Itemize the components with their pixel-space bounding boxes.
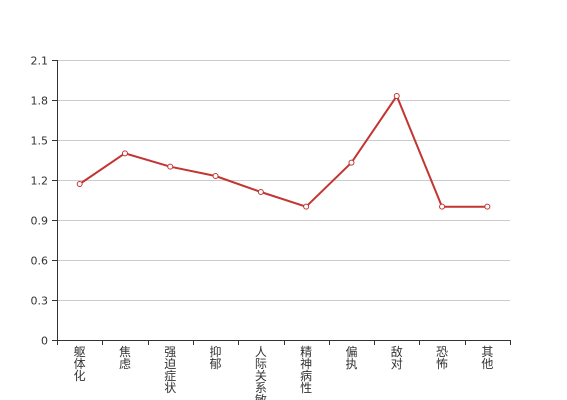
x-tick-char: 恐 <box>436 345 448 359</box>
grid-lines <box>57 60 510 301</box>
axes <box>52 60 511 345</box>
x-tick-char: 抑 <box>210 344 222 359</box>
x-tick-label: 强迫症状 <box>164 345 176 395</box>
y-tick-label: 2.1 <box>31 55 49 68</box>
y-tick-label: 0 <box>41 335 48 348</box>
x-tick-label: 偏执 <box>345 344 357 371</box>
x-tick-char: 敏 <box>255 392 267 400</box>
data-point <box>76 181 83 187</box>
x-tick-char: 际 <box>255 357 267 371</box>
series <box>76 93 491 210</box>
x-tick-char: 敌 <box>391 344 403 359</box>
x-tick-char: 执 <box>345 357 357 371</box>
x-tick-char: 躯 <box>74 344 86 359</box>
data-point <box>393 93 400 99</box>
data-point <box>348 159 355 166</box>
x-tick-char: 性 <box>300 381 312 395</box>
x-tick-char: 关 <box>255 369 267 383</box>
x-tick-label: 恐怖 <box>436 345 448 371</box>
data-point <box>439 203 446 210</box>
data-point <box>303 203 310 210</box>
x-tick-char: 神 <box>300 357 312 371</box>
x-tick-char: 精 <box>300 345 312 359</box>
x-tick-label: 抑郁 <box>210 344 222 371</box>
x-tick-label: 其他 <box>481 345 493 371</box>
y-tick-label: 1.8 <box>31 95 49 108</box>
y-tick-label: 0.6 <box>31 255 49 268</box>
x-tick-char: 偏 <box>345 344 357 359</box>
data-point <box>167 163 174 170</box>
y-tick-label: 1.5 <box>31 135 49 148</box>
y-tick-label: 0.9 <box>31 215 49 228</box>
x-tick-label: 躯体化 <box>74 344 86 383</box>
x-tick-char: 症 <box>164 368 176 383</box>
data-point <box>212 173 219 179</box>
x-tick-char: 系 <box>255 381 267 395</box>
y-tick-labels: 0 0.3 0.6 0.9 1.2 1.5 1.8 2.1 <box>31 55 49 348</box>
series-line <box>79 95 488 208</box>
x-tick-char: 迫 <box>164 357 176 371</box>
x-tick-labels: 躯体化 焦虑 强迫症状 抑郁 人际关系敏感 精神病性 偏执 敌对 恐怖 其他 <box>74 344 494 400</box>
x-tick-char: 人 <box>255 345 267 359</box>
y-tick-label: 0.3 <box>31 295 49 308</box>
data-point <box>484 203 491 210</box>
x-tick-char: 状 <box>164 381 176 395</box>
x-tick-char: 虑 <box>119 357 131 371</box>
x-tick-char: 他 <box>481 357 493 371</box>
x-tick-char: 郁 <box>210 356 222 371</box>
data-point <box>121 150 128 157</box>
x-tick-char: 焦 <box>119 345 131 359</box>
x-tick-label: 精神病性 <box>300 345 312 395</box>
x-tick-char: 强 <box>164 345 176 359</box>
x-tick-char: 体 <box>74 357 86 371</box>
x-tick-char: 化 <box>74 369 86 383</box>
x-tick-label: 敌对 <box>391 344 403 371</box>
x-tick-label: 焦虑 <box>119 345 131 371</box>
x-tick-char: 对 <box>391 357 403 371</box>
x-tick-char: 其 <box>481 345 493 359</box>
x-tick-char: 病 <box>300 368 312 383</box>
data-point <box>257 189 264 195</box>
y-tick-label: 1.2 <box>31 175 49 188</box>
x-tick-label: 人际关系敏感 <box>255 345 267 400</box>
x-tick-char: 怖 <box>436 356 448 371</box>
